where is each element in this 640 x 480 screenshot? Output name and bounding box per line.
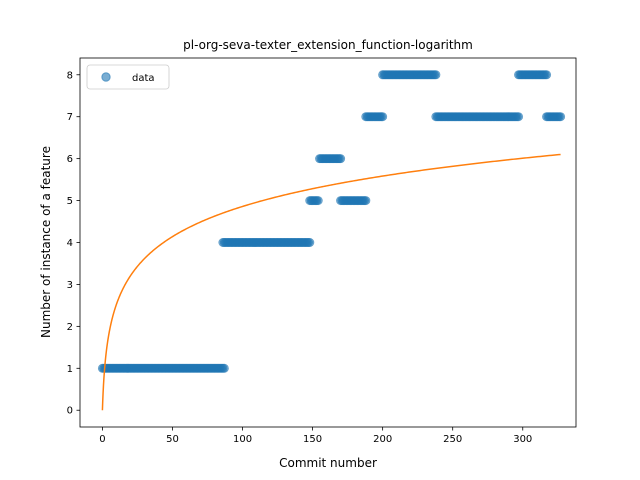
data-point	[336, 154, 346, 164]
y-axis-label: Number of instance of a feature	[39, 146, 53, 338]
data-point	[514, 112, 524, 122]
x-tick-label: 250	[443, 434, 462, 445]
y-tick-label: 6	[67, 154, 73, 165]
data-points	[97, 70, 566, 373]
plot-area: 0 50 100 150 200 250 300 0 1 2 3 4 5 6 7 8	[67, 57, 577, 445]
y-tick-label: 0	[67, 406, 73, 417]
y-tick-label: 4	[67, 238, 73, 249]
data-point	[542, 70, 552, 80]
x-tick-label: 300	[513, 434, 532, 445]
data-point	[313, 196, 323, 206]
y-tick-label: 3	[67, 280, 73, 291]
legend-entry-label: data	[132, 73, 155, 84]
fit-line	[101, 153, 561, 411]
y-tick-label: 7	[67, 112, 73, 123]
x-tick-label: 200	[373, 434, 392, 445]
data-point	[219, 363, 229, 373]
y-tick-label: 8	[67, 70, 73, 81]
y-tick-label: 1	[67, 364, 73, 375]
x-tick-label: 100	[233, 434, 252, 445]
y-tick-label: 5	[67, 196, 73, 207]
legend: data	[86, 64, 170, 90]
x-tick-label: 50	[166, 434, 179, 445]
legend-box	[86, 64, 170, 90]
data-point	[361, 196, 371, 206]
x-axis-label: Commit number	[279, 456, 377, 470]
data-point	[378, 112, 388, 122]
data-point	[556, 112, 566, 122]
x-tick-label: 150	[303, 434, 322, 445]
data-point	[305, 238, 315, 248]
chart-title: pl-org-seva-texter_extension_function-lo…	[183, 38, 473, 52]
y-tick-label: 2	[67, 322, 73, 333]
data-point	[431, 70, 441, 80]
legend-marker	[101, 72, 111, 82]
x-tick-label: 0	[99, 434, 105, 445]
